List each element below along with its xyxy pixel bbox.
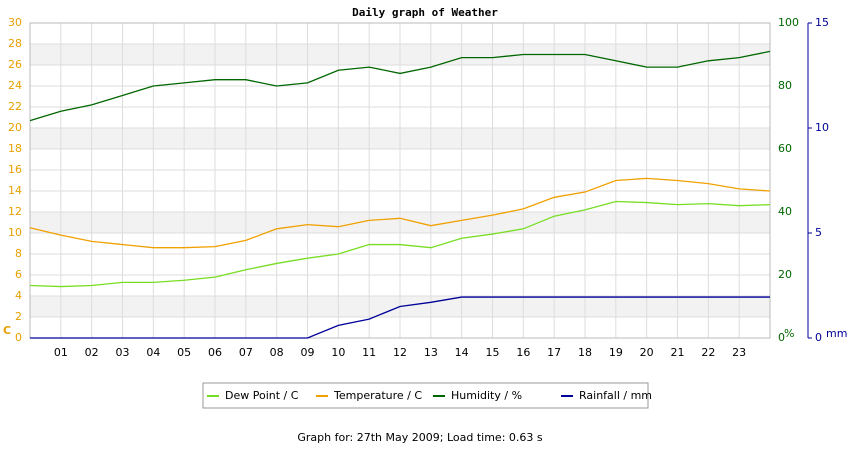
y-tick-label: 8 [15, 247, 22, 260]
x-tick-label: 19 [609, 346, 623, 359]
y-tick-label: 26 [8, 58, 22, 71]
y2-axis-label: % [784, 327, 794, 340]
y-tick-label: 30 [8, 16, 22, 29]
footer: Graph for: 27th May 2009; Load time: 0.6… [297, 431, 543, 444]
x-tick-label: 21 [671, 346, 685, 359]
y2-tick-label: 20 [778, 268, 792, 281]
chart-title: Daily graph of Weather [352, 6, 498, 19]
y3-axis-label: mm [826, 327, 847, 340]
x-tick-label: 18 [578, 346, 592, 359]
y-tick-label: 12 [8, 205, 22, 218]
legend-label: Humidity / % [451, 389, 522, 402]
x-tick-label: 17 [547, 346, 561, 359]
x-tick-label: 23 [732, 346, 746, 359]
x-tick-label: 11 [362, 346, 376, 359]
series-line [30, 296, 770, 339]
legend-label: Temperature / C [333, 389, 422, 402]
x-tick-label: 09 [301, 346, 315, 359]
y2-tick-label: 40 [778, 205, 792, 218]
y2-tick-label: 80 [778, 79, 792, 92]
y2-tick-label: 100 [778, 16, 799, 29]
y-tick-label: 0 [15, 331, 22, 344]
series-line [29, 50, 771, 122]
x-tick-label: 07 [239, 346, 253, 359]
y-tick-label: 6 [15, 268, 22, 281]
y-tick-label: 24 [8, 79, 22, 92]
x-tick-label: 06 [208, 346, 222, 359]
y-tick-label: 20 [8, 121, 22, 134]
plot-frame [29, 22, 771, 339]
x-tick-label: 10 [331, 346, 345, 359]
x-tick-label: 15 [486, 346, 500, 359]
series-line [29, 200, 771, 288]
y-tick-label: 22 [8, 100, 22, 113]
y-axis-label: C [3, 324, 11, 337]
x-tick-label: 20 [640, 346, 654, 359]
legend-box [202, 382, 649, 409]
y3-tick-label: 10 [815, 121, 829, 134]
y2-tick-label: 60 [778, 142, 792, 155]
x-tick-label: 01 [54, 346, 68, 359]
y3-tick-label: 15 [815, 16, 829, 29]
x-tick-label: 02 [85, 346, 99, 359]
series-line [29, 177, 771, 249]
x-tick-label: 08 [270, 346, 284, 359]
y-tick-label: 28 [8, 37, 22, 50]
x-tick-label: 05 [177, 346, 191, 359]
y-tick-label: 2 [15, 310, 22, 323]
legend-label: Dew Point / C [225, 389, 299, 402]
x-tick-label: 03 [116, 346, 130, 359]
y-tick-label: 18 [8, 142, 22, 155]
y3-tick-label: 0 [815, 331, 822, 344]
y-tick-label: 16 [8, 163, 22, 176]
x-tick-label: 14 [455, 346, 469, 359]
x-tick-label: 16 [516, 346, 530, 359]
y3-tick-label: 5 [815, 226, 822, 239]
y2-tick-label: 0 [778, 331, 785, 344]
legend-label: Rainfall / mm [579, 389, 652, 402]
y-tick-label: 10 [8, 226, 22, 239]
x-tick-label: 22 [701, 346, 715, 359]
x-tick-label: 04 [146, 346, 160, 359]
x-tick-label: 12 [393, 346, 407, 359]
y-tick-label: 14 [8, 184, 22, 197]
y-tick-label: 4 [15, 289, 22, 302]
x-tick-label: 13 [424, 346, 438, 359]
